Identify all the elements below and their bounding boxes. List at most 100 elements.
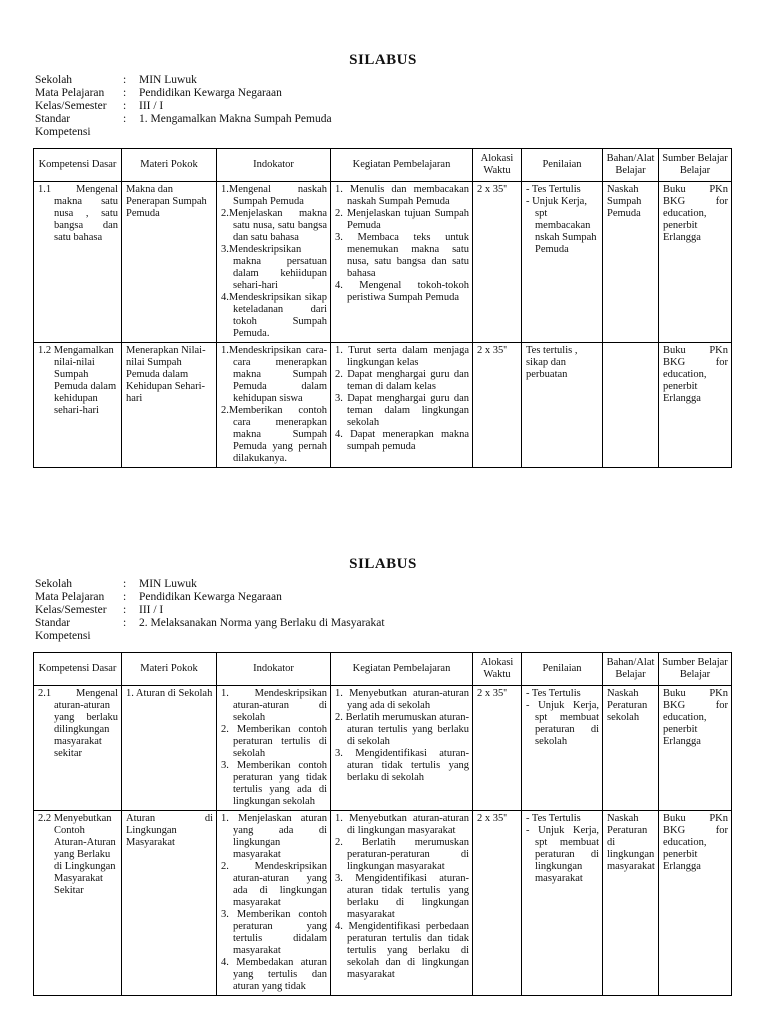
meta-colon: : [123, 74, 127, 86]
cell-list: 1. Turut serta dalam menjaga lingkungan … [335, 345, 469, 453]
meta-value: MIN Luwuk [139, 578, 197, 590]
meta-colon: : [123, 113, 127, 125]
meta-colon: : [123, 87, 127, 99]
cell-text: 2.1 Mengenal aturan-aturan yang berlaku … [38, 688, 118, 759]
list-item: Tes tertulis , sikap dan perbuatan [526, 345, 578, 380]
meta-colon: : [123, 100, 127, 112]
cell-kegiatan: 1. Menulis dan membacakan naskah Sumpah … [330, 181, 473, 343]
silabus-section-2: SILABUS Sekolah : MIN Luwuk Mata Pelajar… [33, 556, 733, 996]
cell-list: 1. Menjelaskan aturan yang ada di lingku… [221, 813, 327, 993]
cell-indikator: 1.Mengenal naskah Sumpah Pemuda 2.Menjela… [216, 181, 331, 343]
col-header-sumber-belajar: Sumber Belajar Belajar [658, 148, 732, 182]
list-item: 1. Menyebutkan aturan-aturan yang ada di… [335, 688, 469, 711]
list-item: 3. Membaca teks untuk menemukan makna sa… [335, 232, 469, 279]
list-item: 2. Berlatih merumuskan peraturan-peratur… [335, 837, 469, 872]
table-header-row: Kompetensi Dasar Materi Pokok Indokator … [33, 148, 732, 182]
meta-value: III / I [139, 100, 164, 112]
list-item: 1. Mendeskripsikan aturan-aturan di seko… [221, 688, 327, 723]
list-item: 4.Mendeskripsikan sikap keteladanan dari… [221, 292, 327, 339]
cell-indikator: 1. Menjelaskan aturan yang ada di lingku… [216, 810, 331, 996]
cell-penilaian: Tes tertulis , sikap dan perbuatan [521, 342, 603, 468]
meta-value: Pendidikan Kewarga Negaraan [139, 87, 282, 99]
list-item: 1. Menulis dan membacakan naskah Sumpah … [335, 184, 469, 207]
col-header-alokasi-waktu: Alokasi Waktu [472, 148, 522, 182]
cell-bahan-alat: Naskah Sumpah Pemuda [602, 181, 659, 343]
cell-list: Tes tertulis , sikap dan perbuatan [526, 345, 599, 381]
cell-penilaian: - Tes Tertulis - Unjuk Kerja, spt membuat… [521, 810, 603, 996]
cell-list: - Tes Tertulis - Unjuk Kerja, spt membuat… [526, 688, 599, 748]
cell-sumber-belajar: Buku PKn BKG for education, penerbit Erl… [658, 685, 732, 811]
list-item: 1. Menjelaskan aturan yang ada di lingku… [221, 813, 327, 860]
meta-value: Pendidikan Kewarga Negaraan [139, 591, 282, 603]
silabus-table-1: Kompetensi Dasar Materi Pokok Indokator … [33, 148, 732, 468]
cell-materi-pokok: Aturan di Lingkungan Masyarakat [121, 810, 217, 996]
list-item: - Tes Tertulis [526, 184, 581, 195]
list-item: 4. Dapat menerapkan makna sumpah pemuda [335, 429, 469, 452]
table-row: 1.1 Mengenal makna satu nusa , satu bang… [33, 181, 732, 343]
list-item: 1.Mendeskripsikan cara-cara menerapkan m… [221, 345, 327, 404]
table-row: 2.2 Menyebutkan Contoh Aturan-Aturan yan… [33, 810, 732, 996]
cell-alokasi-waktu: 2 x 35'' [472, 181, 522, 343]
cell-list: 1.Mendeskripsikan cara-cara menerapkan m… [221, 345, 327, 465]
meta-label: Mata Pelajaran [35, 591, 105, 603]
cell-text: 2 x 35'' [477, 345, 508, 356]
cell-sumber-belajar: Buku PKn BKG for education, penerbit Erl… [658, 810, 732, 996]
cell-bahan-alat: Naskah Peraturan sekolah [602, 685, 659, 811]
cell-alokasi-waktu: 2 x 35'' [472, 342, 522, 468]
cell-kegiatan: 1. Menyebutkan aturan-aturan di lingkung… [330, 810, 473, 996]
list-item: 2. Berlatih merumuskan aturan-aturan ter… [335, 712, 469, 747]
meta-label: Kelas/Semester [35, 604, 107, 616]
list-item: - Unjuk Kerja, spt membuat peraturan di … [526, 825, 599, 884]
meta-label: Sekolah [35, 74, 73, 86]
cell-kompetensi-dasar: 2.2 Menyebutkan Contoh Aturan-Aturan yan… [33, 810, 122, 996]
meta-value: 1. Mengamalkan Makna Sumpah Pemuda [139, 113, 332, 125]
meta-label: Kelas/Semester [35, 100, 107, 112]
meta-row: Standar Kompetensi : 2. Melaksanakan Nor… [35, 617, 733, 643]
col-header-sumber-belajar: Sumber Belajar Belajar [658, 652, 732, 686]
list-item: 3. Memberikan contoh peraturan yang tert… [221, 909, 327, 956]
list-item: 3.Mendeskripsikan makna persatuan dalam … [221, 244, 327, 291]
cell-penilaian: - Tes Tertulis - Unjuk Kerja, spt membuat… [521, 685, 603, 811]
table-header-row: Kompetensi Dasar Materi Pokok Indokator … [33, 652, 732, 686]
cell-list: 1.Mengenal naskah Sumpah Pemuda 2.Menjela… [221, 184, 327, 340]
list-item: 1. Menyebutkan aturan-aturan di lingkung… [335, 813, 469, 836]
cell-text: Buku PKn BKG for education, penerbit Erl… [663, 345, 728, 404]
col-header-materi-pokok: Materi Pokok [121, 652, 217, 686]
cell-bahan-alat: Naskah Peraturan di lingkungan masyaraka… [602, 810, 659, 996]
table-row: 1.2 Mengamalkan nilai-nilai Sumpah Pemud… [33, 342, 732, 468]
list-item: - Tes Tertulis [526, 688, 581, 699]
cell-text: Naskah Sumpah Pemuda [607, 184, 642, 219]
cell-text: 1. Aturan di Sekolah [126, 688, 213, 699]
list-item: 2. Mendeskripsikan aturan-aturan yang ad… [221, 861, 327, 908]
list-item: - Tes Tertulis [526, 813, 581, 824]
cell-text: Buku PKn BKG for education, penerbit Erl… [663, 184, 728, 243]
page-title: SILABUS [349, 556, 417, 572]
silabus-table-2: Kompetensi Dasar Materi Pokok Indokator … [33, 652, 732, 996]
list-item: - Unjuk Kerja, spt membuat peraturan di … [526, 700, 599, 747]
cell-text: 2 x 35'' [477, 813, 508, 824]
list-item: 4. Mengenal tokoh-tokoh peristiwa Sumpah… [335, 280, 469, 303]
meta-value: MIN Luwuk [139, 74, 197, 86]
meta-row: Kelas/Semester : III / I [35, 100, 733, 113]
cell-indikator: 1. Mendeskripsikan aturan-aturan di seko… [216, 685, 331, 811]
col-header-kompetensi-dasar: Kompetensi Dasar [33, 148, 122, 182]
col-header-penilaian: Penilaian [521, 652, 603, 686]
col-header-indikator: Indokator [216, 148, 331, 182]
cell-kompetensi-dasar: 1.2 Mengamalkan nilai-nilai Sumpah Pemud… [33, 342, 122, 468]
list-item: 2.Memberikan contoh cara menerapkan makn… [221, 405, 327, 464]
meta-colon: : [123, 617, 127, 629]
meta-row: Mata Pelajaran : Pendidikan Kewarga Nega… [35, 591, 733, 604]
page-title: SILABUS [349, 52, 417, 68]
col-header-alokasi-waktu: Alokasi Waktu [472, 652, 522, 686]
table-row: 2.1 Mengenal aturan-aturan yang berlaku … [33, 685, 732, 811]
col-header-kompetensi-dasar: Kompetensi Dasar [33, 652, 122, 686]
cell-list: - Tes Tertulis - Unjuk Kerja, spt membuat… [526, 813, 599, 885]
meta-label: Standar Kompetensi [35, 113, 91, 138]
col-header-indikator: Indokator [216, 652, 331, 686]
cell-text: 1.2 Mengamalkan nilai-nilai Sumpah Pemud… [38, 345, 117, 416]
list-item: 2. Memberikan contoh peraturan tertulis … [221, 724, 327, 759]
col-header-materi-pokok: Materi Pokok [121, 148, 217, 182]
cell-sumber-belajar: Buku PKn BKG for education, penerbit Erl… [658, 342, 732, 468]
meta-value: 2. Melaksanakan Norma yang Berlaku di Ma… [139, 617, 385, 629]
